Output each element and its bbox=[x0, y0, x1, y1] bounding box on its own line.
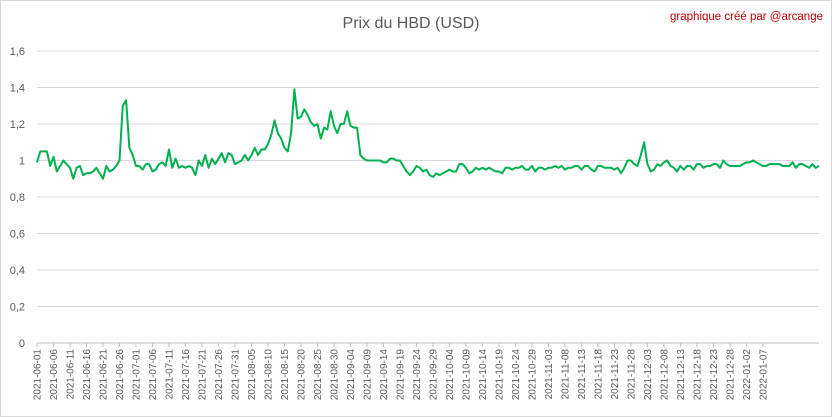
x-tick-label: 2021-11-23 bbox=[610, 349, 621, 400]
x-tick-label: 2021-07-01 bbox=[131, 349, 142, 401]
x-tick-label: 2021-08-10 bbox=[263, 349, 274, 401]
x-tick-label: 2021-08-15 bbox=[280, 349, 291, 401]
y-tick-label: 1,4 bbox=[10, 83, 25, 95]
x-tick-label: 2021-12-18 bbox=[692, 349, 703, 401]
x-tick-label: 2021-12-23 bbox=[709, 349, 720, 401]
x-tick-label: 2021-08-05 bbox=[247, 349, 258, 401]
x-tick-label: 2021-11-08 bbox=[560, 349, 571, 400]
x-tick-label: 2021-11-03 bbox=[544, 349, 555, 400]
x-tick-label: 2021-10-04 bbox=[445, 349, 456, 401]
x-tick-label: 2021-07-16 bbox=[181, 349, 192, 401]
y-tick-label: 0,8 bbox=[10, 192, 25, 204]
x-tick-label: 2021-09-04 bbox=[346, 349, 357, 401]
y-tick-label: 1 bbox=[19, 156, 25, 168]
x-tick-label: 2021-06-16 bbox=[82, 349, 93, 401]
x-tick-label: 2021-10-24 bbox=[511, 349, 522, 401]
y-tick-label: 0,2 bbox=[10, 302, 25, 314]
x-tick-label: 2021-07-11 bbox=[164, 349, 175, 400]
x-tick-label: 2021-11-18 bbox=[593, 349, 604, 400]
x-tick-label: 2021-12-03 bbox=[643, 349, 654, 401]
x-tick-label: 2021-09-09 bbox=[362, 349, 373, 401]
y-tick-label: 0,4 bbox=[10, 265, 25, 277]
x-tick-label: 2021-09-24 bbox=[412, 349, 423, 401]
y-tick-label: 0 bbox=[19, 338, 25, 350]
y-tick-label: 1,2 bbox=[10, 119, 25, 131]
x-tick-label: 2021-10-29 bbox=[527, 349, 538, 401]
x-tick-label: 2021-12-13 bbox=[676, 349, 687, 401]
x-tick-label: 2021-06-11 bbox=[65, 349, 76, 400]
x-tick-label: 2021-10-14 bbox=[478, 349, 489, 401]
x-tick-label: 2021-08-20 bbox=[296, 349, 307, 401]
chart-credit: graphique créé par @arcange bbox=[670, 11, 823, 23]
x-tick-label: 2021-12-08 bbox=[659, 349, 670, 401]
x-tick-label: 2021-09-14 bbox=[379, 349, 390, 401]
x-tick-label: 2021-07-31 bbox=[230, 349, 241, 401]
x-tick-label: 2021-12-28 bbox=[725, 349, 736, 401]
x-tick-label: 2021-06-26 bbox=[115, 349, 126, 401]
x-tick-label: 2021-11-28 bbox=[626, 349, 637, 400]
x-tick-label: 2021-11-13 bbox=[577, 349, 588, 400]
x-tick-label: 2021-09-19 bbox=[395, 349, 406, 401]
chart-title: Prix du HBD (USD) bbox=[342, 15, 480, 32]
x-tick-label: 2022-01-07 bbox=[758, 349, 769, 401]
x-tick-label: 2021-10-19 bbox=[494, 349, 505, 401]
x-tick-label: 2021-09-29 bbox=[428, 349, 439, 401]
y-tick-label: 1,6 bbox=[10, 46, 25, 58]
x-tick-label: 2021-06-01 bbox=[33, 349, 44, 401]
x-tick-label: 2021-07-06 bbox=[148, 349, 159, 401]
x-tick-label: 2021-08-25 bbox=[313, 349, 324, 401]
x-tick-label: 2021-06-06 bbox=[49, 349, 60, 401]
x-tick-label: 2022-01-02 bbox=[742, 349, 753, 401]
x-tick-label: 2021-06-21 bbox=[98, 349, 109, 401]
series-line bbox=[36, 88, 820, 180]
x-tick-label: 2021-07-26 bbox=[214, 349, 225, 401]
x-tick-label: 2021-10-09 bbox=[461, 349, 472, 401]
x-tick-label: 2021-08-30 bbox=[329, 349, 340, 401]
y-tick-label: 0,6 bbox=[10, 229, 25, 241]
x-tick-label: 2021-07-21 bbox=[197, 349, 208, 401]
